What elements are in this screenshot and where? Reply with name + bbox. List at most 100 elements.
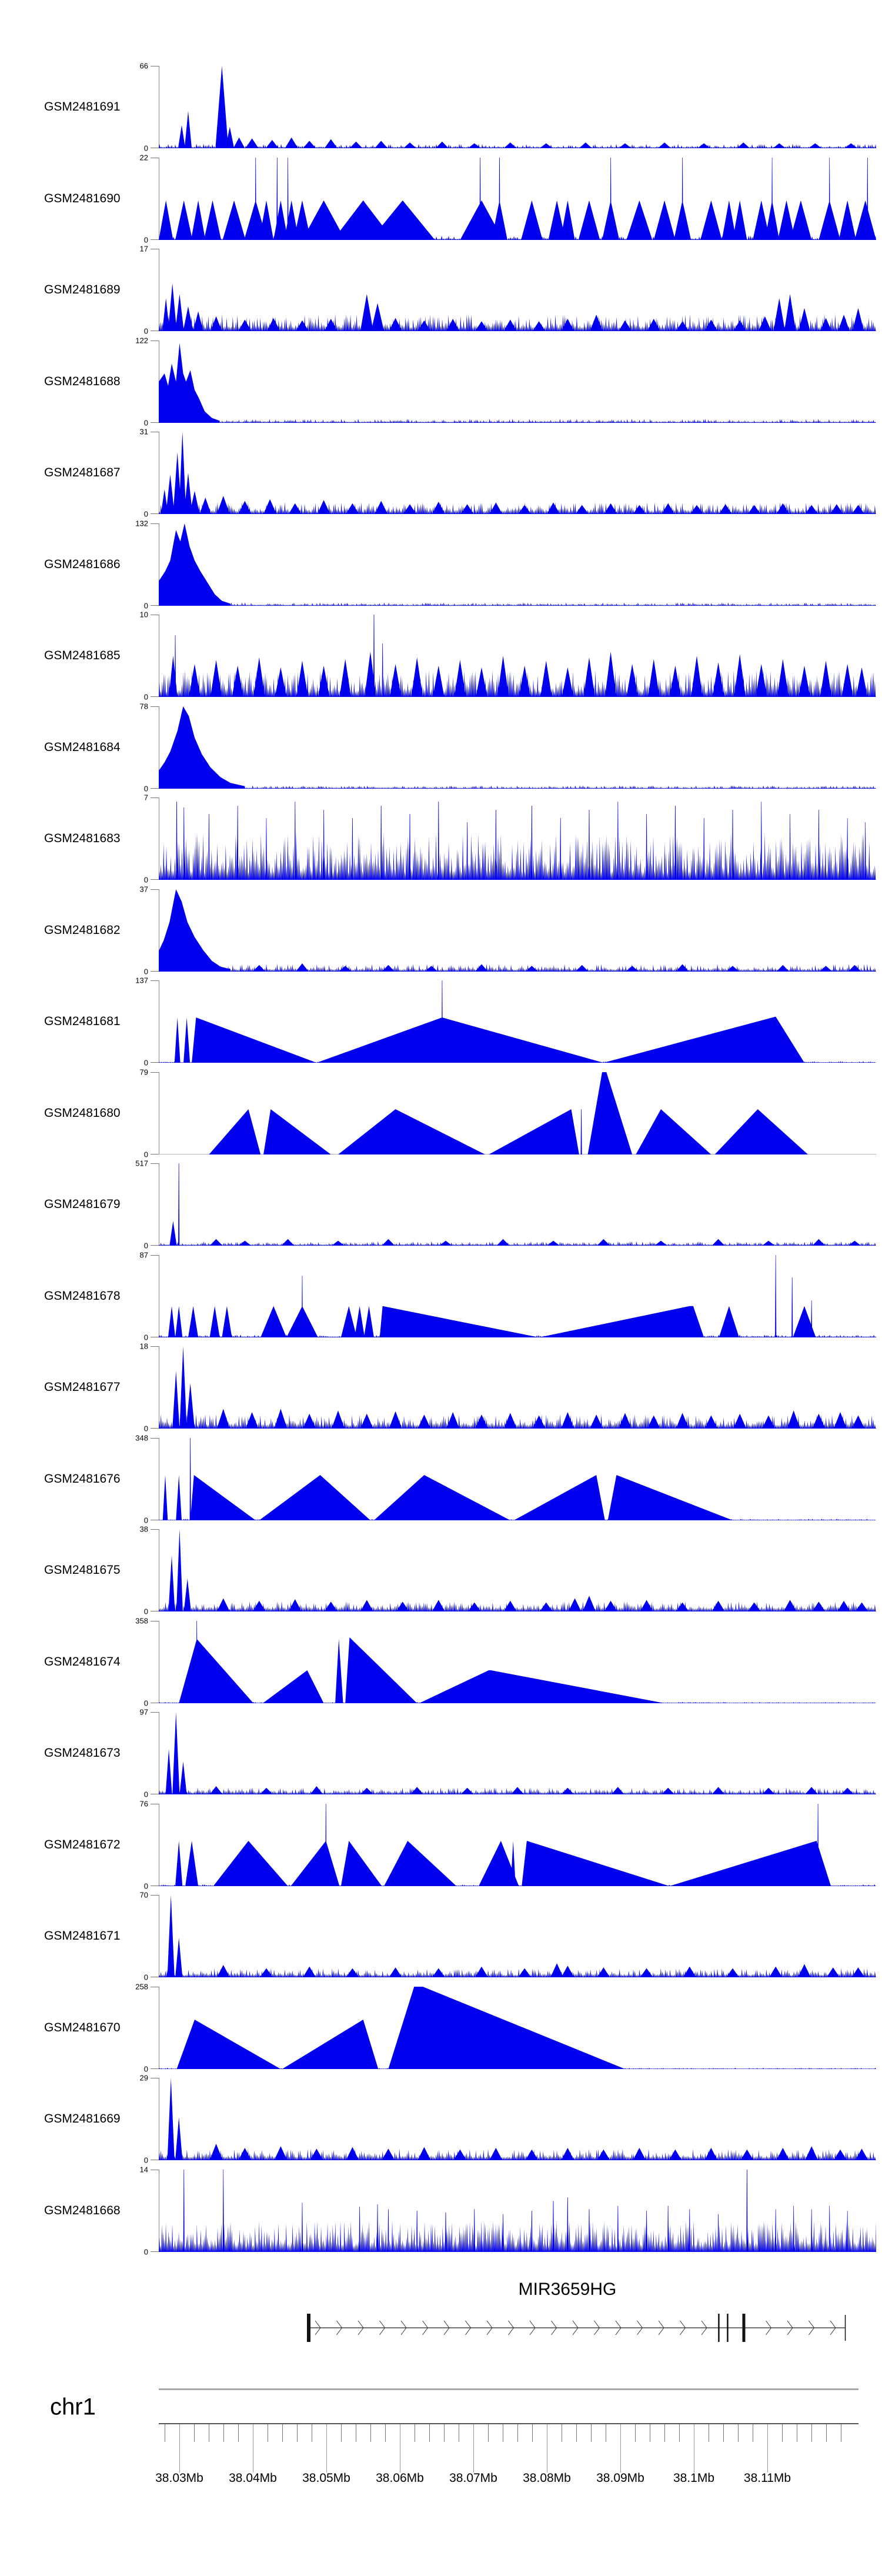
y-axis-max-label: 22: [139, 153, 148, 162]
y-axis-max-label: 29: [139, 2073, 148, 2083]
y-axis-max-label: 14: [139, 2165, 148, 2174]
ruler-minor-tick: [591, 2424, 592, 2442]
y-axis-bottom-tick: [151, 788, 159, 789]
ruler-position-label: 38.1Mb: [673, 2471, 715, 2485]
y-axis-top-tick: [151, 889, 159, 890]
track-sample-label: GSM2481691: [44, 100, 121, 114]
track-sample-label: GSM2481690: [44, 191, 121, 205]
y-axis-zero-label: 0: [143, 1881, 148, 1890]
track-row: GSM2481675 38 0: [0, 1525, 882, 1616]
ruler-minor-tick: [341, 2424, 342, 2442]
coverage-signal-plot: [159, 342, 876, 423]
track-row: GSM2481668 14 0: [0, 2165, 882, 2256]
strand-direction-chevron-icon: [637, 2320, 643, 2335]
y-axis-bottom-tick: [151, 513, 159, 514]
ruler-position-label: 38.07Mb: [449, 2471, 497, 2485]
ruler-major-tick: [473, 2424, 474, 2472]
y-axis-max-label: 97: [139, 1707, 148, 1717]
strand-direction-chevron-icon: [508, 2320, 514, 2335]
y-axis-bottom-tick: [151, 970, 159, 972]
ruler-major-tick: [179, 2424, 180, 2472]
track-row: GSM2481691 66 0: [0, 62, 882, 153]
coverage-signal-plot: [159, 1712, 876, 1794]
ruler-position-label: 38.08Mb: [523, 2471, 571, 2485]
strand-direction-chevron-icon: [680, 2320, 686, 2335]
coverage-signal-plot: [159, 523, 876, 606]
y-axis-max-label: 17: [139, 244, 148, 253]
strand-direction-chevron-icon: [594, 2320, 600, 2335]
coverage-signal-plot: [159, 1254, 876, 1337]
coverage-signal-plot: [159, 1895, 876, 1977]
y-axis-top-tick: [151, 1254, 159, 1256]
track-sample-label: GSM2481669: [44, 2112, 121, 2125]
coverage-signal-plot: [159, 802, 876, 880]
y-axis-zero-label: 0: [143, 2064, 148, 2073]
y-axis-max-label: 66: [139, 61, 148, 71]
y-axis-zero-label: 0: [143, 144, 148, 153]
strand-direction-chevron-icon: [315, 2320, 321, 2335]
strand-direction-chevron-icon: [422, 2320, 429, 2335]
ruler-minor-tick: [811, 2424, 812, 2442]
ruler-minor-tick: [238, 2424, 239, 2442]
strand-direction-chevron-icon: [808, 2320, 815, 2335]
y-axis-max-label: 76: [139, 1799, 148, 1808]
track-sample-label: GSM2481681: [44, 1015, 121, 1028]
ruler-minor-tick: [826, 2424, 827, 2442]
track-row: GSM2481670 258 0: [0, 1982, 882, 2073]
chromosome-label: chr1: [50, 2394, 96, 2420]
coverage-signal-plot: [159, 432, 876, 514]
ruler-minor-tick: [194, 2424, 195, 2442]
track-row: GSM2481669 29 0: [0, 2074, 882, 2165]
y-axis-top-tick: [151, 706, 159, 707]
track-sample-label: GSM2481682: [44, 923, 121, 937]
y-axis-zero-label: 0: [143, 2155, 148, 2165]
separator-line: [159, 2388, 858, 2390]
y-axis-zero-label: 0: [143, 2247, 148, 2256]
y-axis-top-tick: [151, 1437, 159, 1439]
strand-direction-chevron-icon: [443, 2320, 450, 2335]
coverage-signal-plot: [159, 1163, 876, 1246]
track-sample-label: GSM2481686: [44, 557, 121, 571]
track-row: GSM2481689 17 0: [0, 245, 882, 336]
y-axis-bottom-tick: [151, 1245, 159, 1246]
y-axis-zero-label: 0: [143, 509, 148, 519]
y-axis-zero-label: 0: [143, 1424, 148, 1433]
exon-bar: [307, 2314, 310, 2342]
gene-name-label: MIR3659HG: [518, 2280, 617, 2299]
ruler-minor-tick: [223, 2424, 224, 2442]
coverage-signal-plot: [159, 66, 876, 148]
y-axis-zero-label: 0: [143, 1150, 148, 1159]
ruler-minor-tick: [723, 2424, 724, 2442]
y-axis-max-label: 31: [139, 427, 148, 436]
track-sample-label: GSM2481675: [44, 1563, 121, 1577]
strand-direction-chevron-icon: [465, 2320, 472, 2335]
y-axis-bottom-tick: [151, 1062, 159, 1063]
track-sample-label: GSM2481687: [44, 466, 121, 479]
track-sample-label: GSM2481677: [44, 1380, 121, 1394]
y-axis-bottom-tick: [151, 2251, 159, 2252]
y-axis-bottom-tick: [151, 1428, 159, 1429]
exon-bar: [844, 2315, 846, 2341]
ruler-position-label: 38.09Mb: [596, 2471, 644, 2485]
strand-direction-chevron-icon: [400, 2320, 407, 2335]
y-axis-bottom-tick: [151, 422, 159, 423]
track-sample-label: GSM2481676: [44, 1471, 121, 1486]
ruler-minor-tick: [782, 2424, 783, 2442]
y-axis-max-label: 7: [143, 793, 148, 802]
y-axis-zero-label: 0: [143, 1973, 148, 1982]
track-row: GSM2481679 517 0: [0, 1159, 882, 1250]
coverage-signal-plot: [159, 1986, 876, 2069]
y-axis-max-label: 37: [139, 885, 148, 893]
exon-bar: [727, 2314, 729, 2342]
y-axis-zero-label: 0: [143, 1699, 148, 1707]
ruler-minor-tick: [679, 2424, 680, 2442]
y-axis-zero-label: 0: [143, 1333, 148, 1342]
ruler-position-label: 38.05Mb: [302, 2471, 350, 2485]
ruler-minor-tick: [664, 2424, 665, 2442]
coverage-signal-plot: [209, 1072, 808, 1154]
y-axis-max-label: 10: [139, 610, 148, 619]
y-axis-bottom-tick: [151, 696, 159, 697]
ruler-minor-tick: [282, 2424, 283, 2442]
y-axis-bottom-tick: [151, 605, 159, 606]
ruler-minor-tick: [444, 2424, 445, 2442]
